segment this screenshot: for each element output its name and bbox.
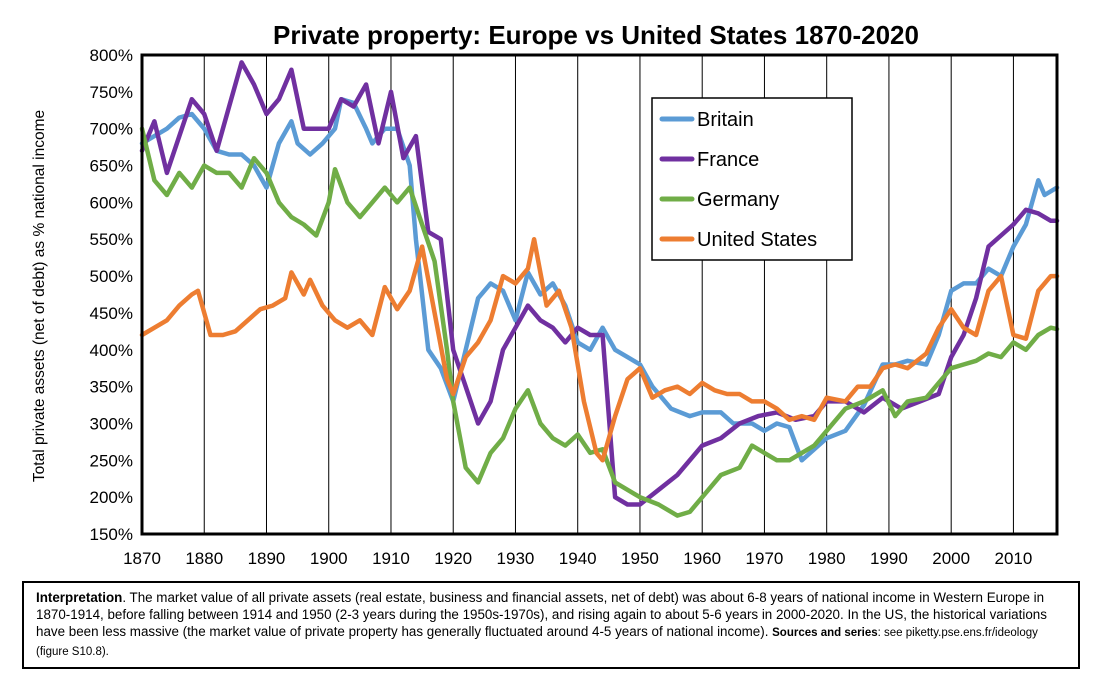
- x-tick-label: 1910: [372, 549, 410, 568]
- x-tick-label: 1880: [185, 549, 223, 568]
- x-tick-label: 1990: [870, 549, 908, 568]
- legend: Britain France Germany United States: [651, 97, 853, 261]
- x-tick-label: 1950: [621, 549, 659, 568]
- x-tick-label: 1930: [497, 549, 535, 568]
- series-line-germany: [139, 126, 1060, 518]
- legend-label-germany: Germany: [697, 189, 779, 211]
- series-line-united-states: [139, 236, 1060, 463]
- x-tick-label: 2010: [995, 549, 1033, 568]
- chart: Private property: Europe vs United State…: [31, 20, 1060, 568]
- y-tick-label: 750%: [90, 83, 133, 102]
- y-tick-label: 200%: [90, 488, 133, 507]
- x-tick-label: 1960: [683, 549, 721, 568]
- y-axis-label: Total private assets (net of debt) as % …: [31, 110, 48, 482]
- x-tick-label: 1890: [248, 549, 286, 568]
- chart-title: Private property: Europe vs United State…: [273, 20, 919, 50]
- series-lines: [139, 60, 1060, 518]
- y-tick-label: 650%: [90, 157, 133, 176]
- x-tick-label: 1980: [808, 549, 846, 568]
- y-tick-label: 250%: [90, 451, 133, 470]
- legend-box: [651, 97, 853, 261]
- x-tick-label: 1900: [310, 549, 348, 568]
- y-tick-label: 500%: [90, 267, 133, 286]
- x-tick-label: 1870: [123, 549, 161, 568]
- y-tick-label: 450%: [90, 304, 133, 323]
- series-line-france: [139, 60, 1060, 507]
- plot-frame: [140, 53, 1059, 536]
- y-tick-label: 700%: [90, 120, 133, 139]
- series-line-britain: [139, 96, 1060, 463]
- sources-text: : see piketty.pse.ens.fr/ideology (figur…: [36, 627, 1038, 658]
- legend-label-britain: Britain: [697, 109, 754, 131]
- y-tick-label: 150%: [90, 525, 133, 544]
- sources-label: Sources and series: [772, 627, 878, 639]
- interpretation-caption: Interpretation. The market value of all …: [22, 581, 1080, 669]
- y-tick-labels: 150% 200% 250% 300% 350% 400% 450% 500% 550% 600%…: [90, 46, 133, 544]
- y-tick-label: 600%: [90, 193, 133, 212]
- y-tick-label: 300%: [90, 414, 133, 433]
- y-tick-label: 400%: [90, 341, 133, 360]
- x-tick-label: 1920: [434, 549, 472, 568]
- x-tick-label: 1940: [559, 549, 597, 568]
- x-tick-label: 2000: [932, 549, 970, 568]
- x-tick-label: 1970: [746, 549, 784, 568]
- grid-lines: [141, 55, 1014, 534]
- legend-label-united-states: United States: [697, 229, 817, 251]
- x-tick-labels: 1870 1880 1890 1900 1910 1920 1930 1940 1950 1960…: [123, 549, 1032, 568]
- caption-label: Interpretation: [36, 590, 123, 605]
- y-tick-label: 800%: [90, 46, 133, 65]
- caption-text: . The market value of all private assets…: [36, 590, 1047, 639]
- y-tick-label: 350%: [90, 378, 133, 397]
- legend-label-france: France: [697, 149, 759, 171]
- y-tick-label: 550%: [90, 230, 133, 249]
